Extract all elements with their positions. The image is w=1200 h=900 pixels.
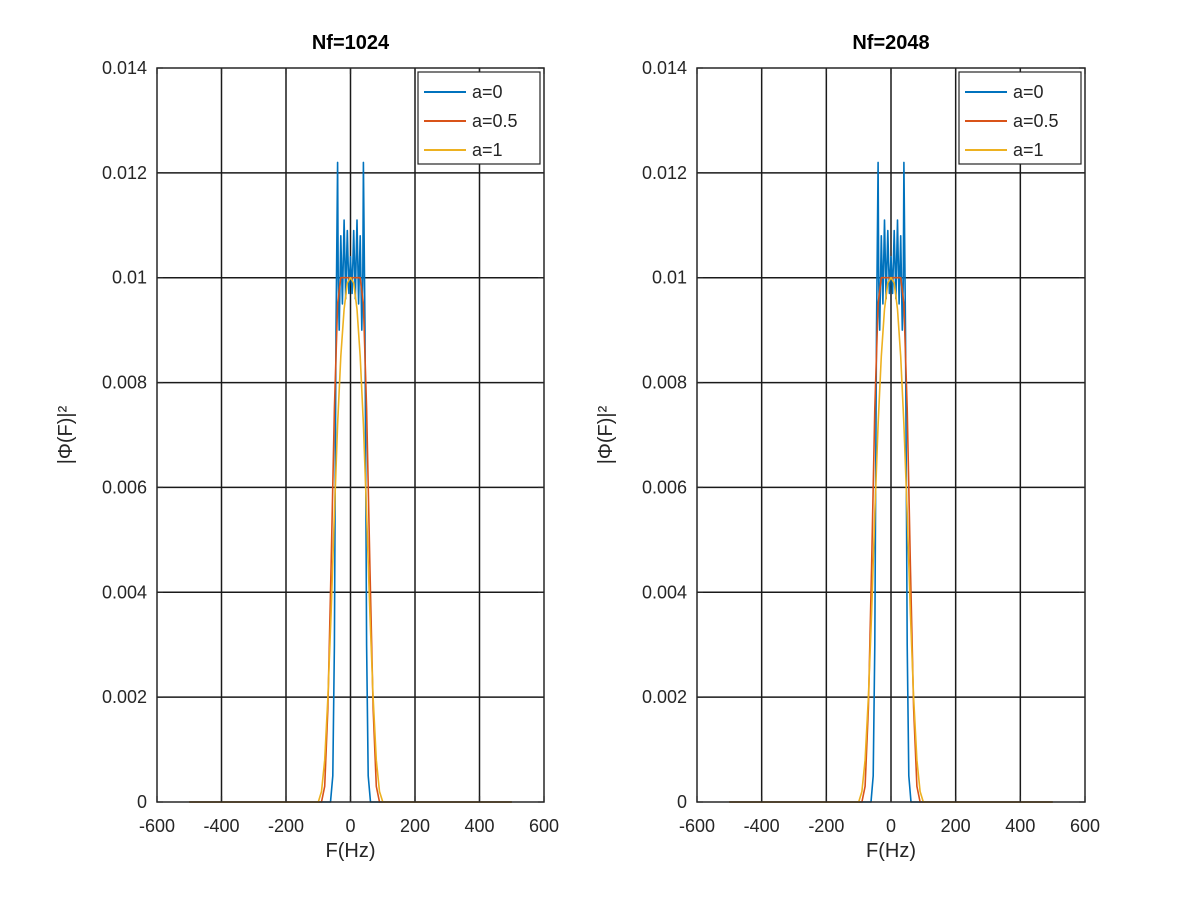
legend-label: a=0 xyxy=(1013,82,1044,102)
y-tick-label: 0.014 xyxy=(642,58,687,78)
x-tick-label: -400 xyxy=(203,816,239,836)
y-tick-label: 0.014 xyxy=(102,58,147,78)
x-tick-label: 200 xyxy=(400,816,430,836)
chart-title: Nf=2048 xyxy=(852,32,929,54)
chart-right: -600 -400 -200 0 200 400 600 0 0.002 0.004 0.006 0.… xyxy=(595,32,1100,862)
y-axis-label: |Φ(F)|² xyxy=(55,405,77,464)
x-tick-label: 600 xyxy=(529,816,559,836)
x-tick-label: 0 xyxy=(345,816,355,836)
y-tick-label: 0.01 xyxy=(652,268,687,288)
y-tick-label: 0.008 xyxy=(102,373,147,393)
series-line-a=1 xyxy=(729,276,1053,803)
x-tick-label: 600 xyxy=(1070,816,1100,836)
x-axis-label: F(Hz) xyxy=(866,840,916,862)
legend-label: a=1 xyxy=(1013,140,1044,160)
y-axis-label: |Φ(F)|² xyxy=(595,405,617,464)
x-tick-label: 400 xyxy=(464,816,494,836)
x-tick-label: -600 xyxy=(139,816,175,836)
y-tick-label: 0 xyxy=(677,792,687,812)
series-line-a=1 xyxy=(189,276,512,803)
chart-left: -600 -400 -200 0 200 400 600 0 0.002 0.004 0.006 0.… xyxy=(55,32,559,862)
legend-label: a=0.5 xyxy=(1013,111,1059,131)
y-tick-label: 0.002 xyxy=(102,687,147,707)
chart-title: Nf=1024 xyxy=(312,32,390,54)
legend-box xyxy=(417,71,541,165)
x-tick-label: 200 xyxy=(941,816,971,836)
x-tick-label: -200 xyxy=(268,816,304,836)
y-tick-label: 0 xyxy=(137,792,147,812)
y-tick-label: 0.008 xyxy=(642,373,687,393)
y-tick-label: 0.006 xyxy=(642,477,687,497)
legend-box xyxy=(958,71,1082,165)
x-tick-label: 0 xyxy=(886,816,896,836)
y-tick-label: 0.006 xyxy=(102,477,147,497)
series-line-a=0 xyxy=(189,161,512,803)
x-tick-label: -400 xyxy=(744,816,780,836)
x-tick-label: -200 xyxy=(808,816,844,836)
y-tick-label: 0.004 xyxy=(642,582,687,602)
x-axis-label: F(Hz) xyxy=(326,840,376,862)
x-tick-label: -600 xyxy=(679,816,715,836)
y-tick-label: 0.002 xyxy=(642,687,687,707)
legend-label: a=0.5 xyxy=(472,111,518,131)
legend-label: a=1 xyxy=(472,140,503,160)
y-tick-label: 0.012 xyxy=(642,163,687,183)
y-tick-label: 0.004 xyxy=(102,582,147,602)
y-tick-label: 0.012 xyxy=(102,163,147,183)
y-tick-label: 0.01 xyxy=(112,268,147,288)
legend-label: a=0 xyxy=(472,82,503,102)
x-tick-label: 400 xyxy=(1005,816,1035,836)
